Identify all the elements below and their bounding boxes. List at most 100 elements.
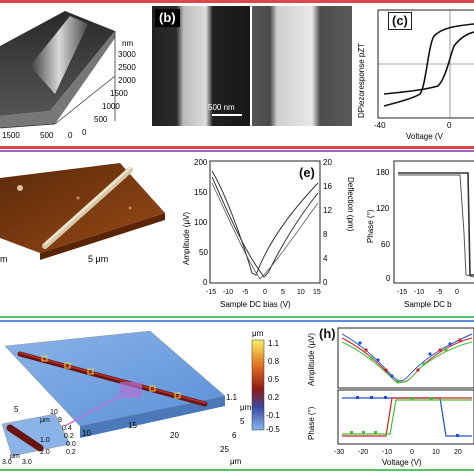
panel-g-svg: μm 1.1 0.8 0.5 0.2 -0.1 -0.5 5 10 15 20 … bbox=[1, 329, 280, 466]
e-xlabel: Sample DC bias (V) bbox=[220, 300, 291, 309]
panel-a-afm-3d: nm 3000 2500 2000 1500 1000 500 0 1500 5… bbox=[0, 6, 150, 142]
e-xtick: -5 bbox=[242, 289, 248, 296]
g-axis-label: 15 bbox=[128, 421, 137, 430]
e-xtick: 5 bbox=[281, 289, 285, 296]
panel-c-xlabel: Voltage (V bbox=[406, 132, 444, 141]
panel-e-label: (e) bbox=[299, 165, 315, 180]
g-cbar-tick: 0.8 bbox=[268, 357, 280, 366]
panel-h-chart: Amplitude (μV) Phase (°) -30 -20 -10 0 1… bbox=[300, 324, 474, 468]
g-cbar-tick: -0.1 bbox=[266, 411, 280, 420]
panel-h-svg: Amplitude (μV) Phase (°) -30 -20 -10 0 1… bbox=[307, 327, 474, 467]
e-ytick-left: 100 bbox=[194, 218, 208, 227]
panel-c-svg: DPiezoresponse pZT -40 0 Voltage (V bbox=[357, 9, 474, 141]
g-cbar-tick: -0.5 bbox=[266, 425, 280, 434]
g-colorbar bbox=[251, 339, 265, 431]
e-ytick-right: 4 bbox=[323, 254, 328, 263]
g-inset-tick: 0.4 bbox=[62, 425, 72, 432]
f-xlabel: Sample DC b bbox=[404, 300, 452, 309]
panel-a-svg: nm 3000 2500 2000 1500 1000 500 0 1500 5… bbox=[0, 11, 136, 140]
g-cbar-tick: 0.2 bbox=[268, 393, 280, 402]
g-inset-tick: μm bbox=[10, 453, 20, 460]
e-ylabel-left: Amplitude (μV) bbox=[182, 212, 191, 265]
x-tick: 500 bbox=[40, 131, 54, 140]
h-xtick: -10 bbox=[382, 449, 392, 456]
divider-red bbox=[0, 146, 474, 149]
panel-c-xtick: 0 bbox=[447, 121, 452, 130]
loop-branch-1 bbox=[383, 23, 474, 107]
z-tick: 1500 bbox=[110, 89, 128, 98]
e-ylabel-right: Deflection (pm) bbox=[346, 177, 354, 232]
g-zoom-arrow bbox=[64, 395, 121, 427]
panel-d-scale: 5 μm bbox=[88, 254, 108, 264]
panel-f-chart: 180 120 60 0 -15 -10 -5 0 Phase (°) Samp… bbox=[364, 153, 474, 315]
e-ytick-left: 150 bbox=[194, 188, 208, 197]
f-ytick: 180 bbox=[376, 168, 390, 177]
g-inset-tick: 10 bbox=[50, 409, 58, 416]
h-xtick: -20 bbox=[358, 449, 368, 456]
g-inset-tick: 3.0 bbox=[22, 459, 32, 466]
g-axis-label: 20 bbox=[170, 431, 179, 440]
g-inset-tick: 0.0 bbox=[66, 441, 76, 448]
g-axis-label: 10 bbox=[82, 429, 91, 438]
f-ylabel: Phase (°) bbox=[366, 209, 375, 243]
g-axis-label: μm bbox=[240, 403, 252, 412]
g-inset-tick: 2.0 bbox=[40, 449, 50, 456]
panel-c-label: (c) bbox=[388, 12, 412, 30]
amplitude-curve-2 bbox=[211, 176, 319, 278]
z-tick: 2000 bbox=[118, 76, 136, 85]
e-ytick-right: 8 bbox=[323, 230, 328, 239]
g-inset-wire bbox=[6, 424, 44, 452]
phase-branch-2 bbox=[398, 174, 474, 278]
divider-top bbox=[0, 0, 474, 3]
piezoresponse-image bbox=[252, 6, 352, 126]
g-axis-label: 1.1 bbox=[226, 393, 238, 402]
g-inset-tick: 1.0 bbox=[40, 437, 50, 444]
deflection-curve bbox=[211, 182, 319, 280]
z-tick: 3000 bbox=[118, 50, 136, 59]
panel-c-xtick: -40 bbox=[374, 121, 386, 130]
x-tick: 1500 bbox=[2, 131, 20, 140]
z-tick: 2500 bbox=[118, 63, 136, 72]
panel-f-svg: 180 120 60 0 -15 -10 -5 0 Phase (°) Samp… bbox=[366, 160, 474, 309]
panel-c-chart: DPiezoresponse pZT -40 0 Voltage (V (c) bbox=[354, 6, 474, 142]
f-ytick: 60 bbox=[381, 240, 390, 249]
e-ytick-right: 16 bbox=[323, 182, 332, 191]
h-xtick: 10 bbox=[432, 449, 440, 456]
panel-e-chart: 200 150 100 50 0 20 16 12 8 4 0 -15 -10 … bbox=[180, 153, 354, 315]
g-inset-surface bbox=[1, 413, 71, 457]
g-axis-label: 25 bbox=[220, 445, 229, 454]
z-tick: 500 bbox=[94, 115, 108, 124]
e-ytick-right: 12 bbox=[323, 206, 332, 215]
g-axis-label: 6 bbox=[232, 431, 237, 440]
g-colorbar-unit: μm bbox=[252, 329, 264, 338]
panel-h-label: (h) bbox=[319, 326, 336, 341]
f-ytick: 120 bbox=[376, 204, 390, 213]
g-inset-tick: 0.2 bbox=[66, 449, 76, 456]
g-cbar-tick: 1.1 bbox=[268, 339, 280, 348]
e-ytick-left: 50 bbox=[199, 248, 208, 257]
f-xtick: -10 bbox=[414, 289, 424, 296]
amplitude-curve-red bbox=[341, 337, 473, 383]
panel-g-3d-nanowire: μm 1.1 0.8 0.5 0.2 -0.1 -0.5 5 10 15 20 … bbox=[0, 326, 286, 468]
g-highlight-region bbox=[120, 382, 142, 398]
amplitude-curve-blue bbox=[341, 333, 473, 382]
divider-purple bbox=[0, 150, 474, 152]
g-axis-label: 5 bbox=[240, 417, 245, 426]
divider-green bbox=[0, 316, 474, 318]
h-xtick: 20 bbox=[454, 449, 462, 456]
g-axis-label: μm bbox=[230, 457, 242, 466]
e-xtick: 10 bbox=[297, 289, 305, 296]
g-axis-label: 5 bbox=[14, 405, 19, 414]
afm-substrate bbox=[0, 163, 165, 253]
f-xtick: -5 bbox=[436, 289, 442, 296]
panel-b-images: 500 nm (b) bbox=[152, 6, 352, 126]
f-ytick: 0 bbox=[386, 274, 391, 283]
afm-substrate-edge bbox=[40, 213, 165, 260]
scale-bar bbox=[212, 114, 242, 116]
g-surface-edge bbox=[80, 396, 225, 438]
g-cbar-tick: 0.5 bbox=[268, 375, 280, 384]
phase-curve-red bbox=[342, 397, 472, 437]
panel-d-afm-nanowire: 5 μm m bbox=[0, 158, 172, 268]
x-tick: 0 bbox=[68, 131, 73, 140]
h-ylabel-bottom: Phase (°) bbox=[307, 406, 316, 440]
